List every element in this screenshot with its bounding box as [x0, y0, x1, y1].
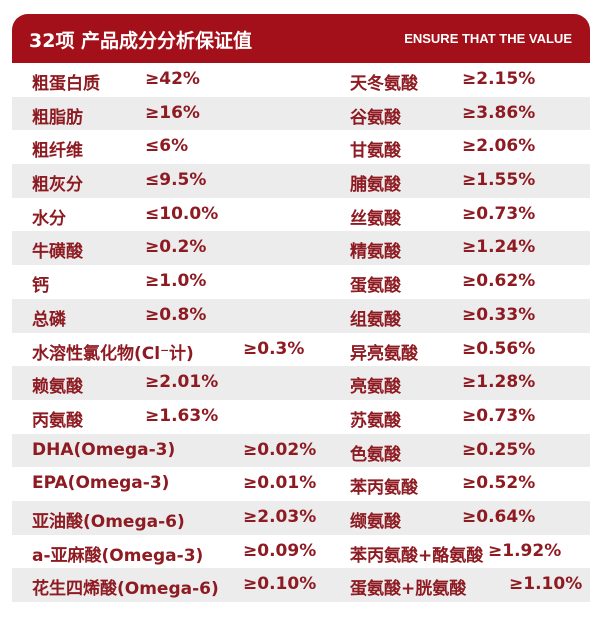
table-row: 赖氨酸 ≥2.01% 亮氨酸 ≥1.28% — [12, 366, 590, 400]
right-nutrient-value: ≥0.33% — [462, 304, 536, 325]
right-nutrient-value: ≥3.86% — [462, 102, 536, 123]
table-row: DHA(Omega-3) ≥0.02% 色氨酸 ≥0.25% — [12, 433, 590, 468]
table-row: 钙 ≥1.0% 蛋氨酸 ≥0.62% — [12, 265, 590, 299]
right-nutrient-value: ≥1.10% — [509, 574, 583, 595]
left-nutrient-value: ≥42% — [145, 69, 200, 89]
right-nutrient-name: 异亮氨酸 — [350, 343, 418, 364]
left-nutrient-value: ≥16% — [145, 102, 200, 123]
left-nutrient-value: ≥0.09% — [243, 540, 317, 561]
table-row: 亚油酸(Omega-6) ≥2.03% 缬氨酸 ≥0.64% — [12, 500, 590, 535]
right-nutrient-name: 蛋氨酸+胱氨酸 — [350, 579, 467, 600]
left-nutrient-value: ≥0.02% — [243, 439, 317, 460]
left-nutrient-name: 花生四烯酸(Omega-6) — [32, 579, 219, 600]
left-nutrient-name: a-亚麻酸(Omega-3) — [32, 545, 204, 566]
left-nutrient-value: ≥1.63% — [145, 405, 219, 426]
left-nutrient-name: 水溶性氯化物(Cl⁻计) — [32, 343, 194, 364]
left-nutrient-value: ≥0.2% — [145, 237, 207, 258]
left-nutrient-name: 总磷 — [32, 309, 66, 330]
right-nutrient-name: 苯丙氨酸 — [350, 478, 418, 499]
right-nutrient-name: 精氨酸 — [350, 242, 401, 263]
left-nutrient-name: EPA(Omega-3) — [32, 473, 170, 494]
left-nutrient-name: 粗蛋白质 — [32, 74, 100, 94]
right-nutrient-name: 天冬氨酸 — [350, 74, 418, 94]
right-nutrient-name: 缬氨酸 — [350, 511, 401, 532]
left-nutrient-value: ≥0.3% — [243, 338, 305, 359]
left-nutrient-value: ≥0.01% — [243, 473, 317, 494]
right-nutrient-value: ≥1.28% — [462, 372, 536, 393]
left-nutrient-value: ≥0.8% — [145, 304, 207, 325]
left-nutrient-name: 粗脂肪 — [32, 107, 83, 128]
right-nutrient-value: ≥1.24% — [462, 237, 536, 258]
right-nutrient-name: 脯氨酸 — [350, 175, 401, 196]
left-nutrient-name: 粗纤维 — [32, 141, 83, 162]
table-row: 粗纤维 ≤6% 甘氨酸 ≥2.06% — [12, 130, 590, 164]
table-row: a-亚麻酸(Omega-3) ≥0.09% 苯丙氨酸+酪氨酸 ≥1.92% — [12, 535, 590, 569]
left-nutrient-value: ≤9.5% — [145, 170, 207, 191]
right-nutrient-value: ≥2.15% — [462, 69, 536, 89]
table-row: 花生四烯酸(Omega-6) ≥0.10% 蛋氨酸+胱氨酸 ≥1.10% — [12, 568, 590, 602]
table-row: EPA(Omega-3) ≥0.01% 苯丙氨酸 ≥0.52% — [12, 467, 590, 501]
table-header: 32项 产品成分分析保证值 ENSURE THAT THE VALUE — [12, 14, 590, 63]
left-nutrient-value: ≤6% — [145, 136, 189, 157]
table-row: 牛磺酸 ≥0.2% 精氨酸 ≥1.24% — [12, 231, 590, 266]
page-title: 32项 产品成分分析保证值 — [29, 30, 253, 52]
right-nutrient-name: 谷氨酸 — [350, 107, 401, 128]
right-nutrient-value: ≥2.06% — [462, 136, 536, 157]
left-nutrient-value: ≥2.03% — [243, 506, 317, 527]
nutrient-table: 粗蛋白质 ≥42% 天冬氨酸 ≥2.15% 粗脂肪 ≥16% 谷氨酸 ≥3.86% 粗纤维 ≤6%… — [12, 63, 590, 602]
left-nutrient-name: 亚油酸(Omega-6) — [32, 511, 185, 532]
right-nutrient-value: ≥0.62% — [462, 271, 536, 292]
left-nutrient-name: 钙 — [32, 276, 49, 297]
table-row: 粗蛋白质 ≥42% 天冬氨酸 ≥2.15% — [12, 63, 590, 97]
table-row: 粗脂肪 ≥16% 谷氨酸 ≥3.86% — [12, 96, 590, 131]
left-nutrient-name: DHA(Omega-3) — [32, 439, 176, 460]
right-nutrient-name: 色氨酸 — [350, 444, 401, 465]
right-nutrient-name: 苯丙氨酸+酪氨酸 — [350, 545, 484, 566]
right-nutrient-value: ≥0.73% — [462, 405, 536, 426]
left-nutrient-value: ≥1.0% — [145, 271, 207, 292]
left-nutrient-value: ≥0.10% — [243, 574, 317, 595]
right-nutrient-value: ≥0.56% — [462, 338, 536, 359]
right-nutrient-value: ≥0.64% — [462, 506, 536, 527]
left-nutrient-name: 水分 — [32, 208, 66, 229]
right-nutrient-value: ≥0.25% — [462, 439, 536, 460]
table-row: 总磷 ≥0.8% 组氨酸 ≥0.33% — [12, 298, 590, 333]
right-nutrient-value: ≥0.52% — [462, 473, 536, 494]
left-nutrient-name: 赖氨酸 — [32, 377, 83, 398]
right-nutrient-name: 亮氨酸 — [350, 377, 401, 398]
right-nutrient-value: ≥1.92% — [488, 540, 562, 561]
right-nutrient-value: ≥1.55% — [462, 170, 536, 191]
right-nutrient-name: 丝氨酸 — [350, 208, 401, 229]
left-nutrient-name: 粗灰分 — [32, 175, 83, 196]
right-nutrient-name: 苏氨酸 — [350, 410, 401, 431]
left-nutrient-name: 丙氨酸 — [32, 410, 83, 431]
table-row: 丙氨酸 ≥1.63% 苏氨酸 ≥0.73% — [12, 400, 590, 434]
right-nutrient-name: 甘氨酸 — [350, 141, 401, 162]
left-nutrient-name: 牛磺酸 — [32, 242, 83, 263]
table-row: 水溶性氯化物(Cl⁻计) ≥0.3% 异亮氨酸 ≥0.56% — [12, 333, 590, 367]
left-nutrient-value: ≤10.0% — [145, 203, 219, 224]
right-nutrient-name: 组氨酸 — [350, 309, 401, 330]
left-nutrient-value: ≥2.01% — [145, 372, 219, 393]
right-nutrient-name: 蛋氨酸 — [350, 276, 401, 297]
right-nutrient-value: ≥0.73% — [462, 203, 536, 224]
table-row: 水分 ≤10.0% 丝氨酸 ≥0.73% — [12, 198, 590, 232]
page-subtitle: ENSURE THAT THE VALUE — [404, 31, 572, 46]
table-row: 粗灰分 ≤9.5% 脯氨酸 ≥1.55% — [12, 164, 590, 198]
